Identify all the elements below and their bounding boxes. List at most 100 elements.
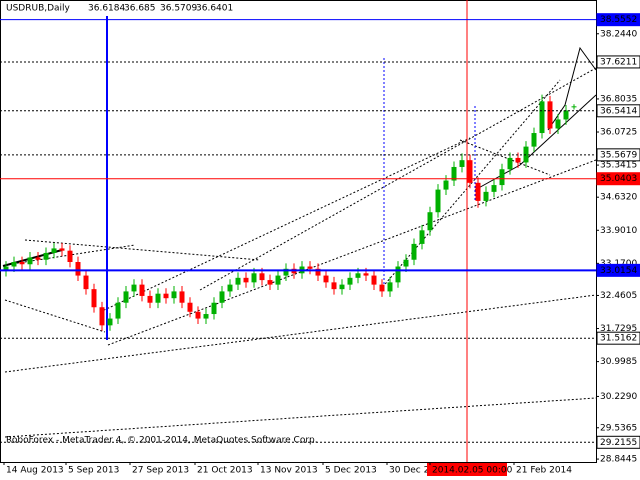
candle-body bbox=[43, 252, 49, 260]
candle-body bbox=[499, 169, 505, 186]
candle-body bbox=[83, 275, 89, 290]
candle-body bbox=[563, 110, 569, 120]
candle-body bbox=[507, 157, 513, 170]
candle-body bbox=[339, 284, 345, 290]
y-tick-label: 28.8445 bbox=[600, 455, 637, 465]
candle-body bbox=[203, 314, 209, 319]
y-tick-label: 35.3415 bbox=[600, 161, 637, 171]
candle-body bbox=[267, 280, 273, 285]
candle-body bbox=[555, 119, 561, 129]
candle-body bbox=[179, 291, 185, 303]
level-label-box bbox=[596, 104, 640, 118]
candle-body bbox=[483, 191, 489, 201]
candle-body bbox=[427, 212, 433, 231]
candle-body bbox=[19, 261, 25, 265]
candle-body bbox=[139, 284, 145, 296]
candle-body bbox=[371, 275, 377, 285]
candle-body bbox=[171, 291, 177, 299]
candle-body bbox=[395, 266, 401, 283]
y-tick-label: 36.8035 bbox=[600, 94, 637, 104]
candle-body bbox=[243, 277, 249, 283]
level-label: 29.2155 bbox=[600, 438, 637, 448]
footer: RoboForex - MetaTrader 4, © 2001-2014, M… bbox=[6, 436, 318, 446]
candle-body bbox=[539, 101, 545, 134]
candle-body bbox=[547, 101, 553, 129]
y-tick-label: 30.9985 bbox=[600, 357, 637, 367]
candle-body bbox=[275, 275, 281, 285]
candle-body bbox=[123, 291, 129, 303]
candle-body bbox=[219, 291, 225, 303]
candle-body bbox=[283, 268, 289, 276]
level-label-box bbox=[596, 263, 640, 277]
candle-body bbox=[195, 311, 201, 319]
candle-body bbox=[131, 284, 137, 292]
level-label: 38.5552 bbox=[600, 15, 637, 25]
candle-body bbox=[435, 189, 441, 213]
candle-body bbox=[11, 261, 17, 267]
candle-body bbox=[451, 166, 457, 181]
candle-body bbox=[227, 284, 233, 292]
candle-body bbox=[115, 302, 121, 319]
candle-body bbox=[515, 157, 521, 163]
candle-body bbox=[355, 273, 361, 278]
y-tick-label: 33.9010 bbox=[600, 226, 637, 236]
y-tick-label: 36.0725 bbox=[600, 128, 637, 138]
candle-body bbox=[147, 295, 153, 303]
candle-body bbox=[419, 230, 425, 244]
level-label-box bbox=[596, 148, 640, 162]
candle-body bbox=[571, 106, 577, 108]
x-tick-label: 2014.02.05 00:00 bbox=[432, 466, 513, 476]
y-tick-label: 30.2290 bbox=[600, 392, 637, 402]
candle-body bbox=[347, 277, 353, 285]
level-label: 35.0403 bbox=[600, 174, 637, 184]
candle-body bbox=[75, 261, 81, 276]
level-label: 36.5414 bbox=[600, 106, 637, 116]
candle-body bbox=[363, 273, 369, 276]
candle-body bbox=[51, 248, 57, 253]
x-tick-label: 30 Dec 20 bbox=[389, 466, 435, 476]
header-value: 36.685 bbox=[124, 4, 156, 14]
candle-body bbox=[35, 257, 41, 260]
x-tick-label: 14 Aug 2013 bbox=[6, 466, 64, 476]
candle-body bbox=[315, 268, 321, 276]
x-tick-label: 13 Nov 2013 bbox=[260, 466, 318, 476]
level-label-box bbox=[596, 172, 640, 186]
trend-lines bbox=[4, 58, 597, 438]
y-tick-label: 32.4605 bbox=[600, 291, 637, 301]
level-label: 31.5162 bbox=[600, 334, 637, 344]
x-tick-label: 21 Feb 2014 bbox=[516, 466, 572, 476]
candle-body bbox=[307, 266, 313, 269]
candle-body bbox=[323, 275, 329, 283]
candle-body bbox=[387, 282, 393, 292]
candle-body bbox=[155, 293, 161, 303]
x-tick-label: 5 Sep 2013 bbox=[68, 466, 119, 476]
candle-body bbox=[379, 284, 385, 292]
x-label-box bbox=[427, 463, 507, 476]
candle-body bbox=[3, 266, 9, 272]
candle-body bbox=[163, 293, 169, 299]
candle-body bbox=[251, 273, 257, 283]
y-tick-label: 29.5365 bbox=[600, 423, 637, 433]
candle-body bbox=[491, 185, 497, 192]
candle-body bbox=[403, 259, 409, 267]
level-label-box bbox=[596, 435, 640, 449]
y-tick-label: 31.7295 bbox=[600, 324, 637, 334]
candle-body bbox=[211, 302, 217, 315]
x-tick-label: 27 Sep 2013 bbox=[132, 466, 189, 476]
level-label-box bbox=[596, 331, 640, 345]
candle-body bbox=[475, 182, 481, 201]
header-value: 36.6401 bbox=[196, 4, 233, 14]
candle-body bbox=[331, 282, 337, 290]
chart-title: USDRUB,Daily bbox=[6, 4, 71, 14]
plot-border bbox=[0, 0, 597, 463]
y-tick-label: 34.6320 bbox=[600, 193, 637, 203]
candle-body bbox=[443, 180, 449, 190]
level-label-box bbox=[596, 55, 640, 69]
level-label-box bbox=[596, 13, 640, 27]
candle-body bbox=[259, 273, 265, 281]
candle-body bbox=[99, 307, 105, 326]
level-label: 37.6211 bbox=[600, 57, 637, 67]
candle-body bbox=[459, 160, 465, 167]
